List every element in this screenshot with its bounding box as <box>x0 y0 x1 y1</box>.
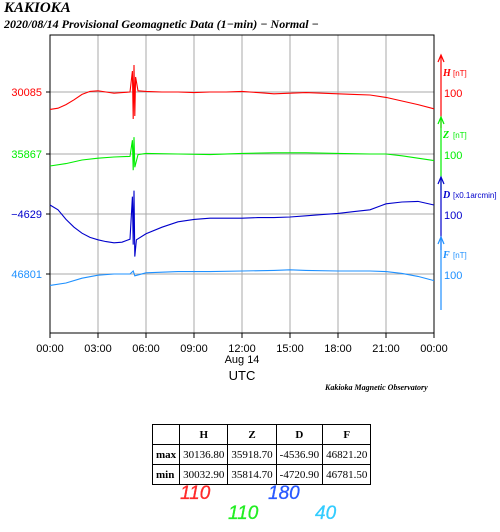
series-name: F <box>442 250 450 261</box>
series-unit: [nT] <box>453 251 467 260</box>
x-tick-label: 00:00 <box>420 343 448 355</box>
range-z: 110 <box>228 503 259 524</box>
series-scale-label: 100 <box>444 210 462 222</box>
series-scale-label: 100 <box>444 88 462 100</box>
x-tick-label: 21:00 <box>372 343 400 355</box>
magnetogram-chart: 00:00 03:00 06:00 09:00 12:00 15:00 18:00 21:00… <box>11 34 497 383</box>
series-line-h <box>49 64 435 120</box>
axes <box>46 34 445 338</box>
grid <box>50 35 434 333</box>
chart-labels: 00:00 03:00 06:00 09:00 12:00 15:00 18:00 21:00… <box>11 68 496 383</box>
x-tick-label: 12:00 <box>228 343 256 355</box>
table-header-row: H Z D F <box>151 424 372 445</box>
table-header-cell <box>151 424 181 445</box>
table-cell: 30032.90 <box>179 464 229 485</box>
table-cell: 30136.80 <box>179 444 229 465</box>
table-header-cell: Z <box>227 424 277 445</box>
row-label: max <box>151 444 181 465</box>
series-unit: [nT] <box>453 131 467 140</box>
series-name: Z <box>442 130 449 141</box>
station-title: KAKIOKA <box>4 0 71 16</box>
series-unit: [nT] <box>453 69 467 78</box>
table-row: min 30032.90 35814.70 -4720.90 46781.50 <box>151 464 372 485</box>
row-label: min <box>151 464 181 485</box>
x-tick-label: 00:00 <box>36 343 64 355</box>
x-axis-label: UTC <box>229 368 256 383</box>
series-lines <box>49 64 435 286</box>
table-header-cell: D <box>275 424 324 445</box>
table-cell: -4536.90 <box>275 444 324 465</box>
table-header-cell: H <box>179 424 229 445</box>
base-value-label: 35867 <box>11 149 42 161</box>
table-cell: 46821.20 <box>322 444 372 465</box>
observatory-credit: Kakioka Magnetic Observatory <box>325 383 428 392</box>
date-label: Aug 14 <box>225 354 260 366</box>
scale-arrow <box>437 235 445 245</box>
scale-arrow <box>437 175 445 185</box>
min-max-table: H Z D F max 30136.80 35918.70 -4536.90 4… <box>151 424 372 485</box>
base-value-label: 46801 <box>11 269 42 281</box>
scale-arrow <box>437 53 445 63</box>
series-name: D <box>442 190 450 201</box>
series-scale-label: 100 <box>444 270 462 282</box>
base-value-label: −4629 <box>11 209 42 221</box>
series-scale-label: 100 <box>444 150 462 162</box>
table-cell: 35918.70 <box>227 444 277 465</box>
x-tick-label: 09:00 <box>180 343 208 355</box>
x-tick-label: 18:00 <box>324 343 352 355</box>
range-f: 40 <box>315 503 337 524</box>
table-row: max 30136.80 35918.70 -4536.90 46821.20 <box>151 444 372 465</box>
series-name: H <box>442 68 452 79</box>
table-cell: -4720.90 <box>275 464 324 485</box>
table-cell: 35814.70 <box>227 464 277 485</box>
x-tick-label: 15:00 <box>276 343 304 355</box>
table-cell: 46781.50 <box>322 464 372 485</box>
chart-subtitle: 2020/08/14 Provisional Geomagnetic Data … <box>4 17 319 31</box>
range-h: 110 <box>180 483 211 504</box>
series-line-d <box>49 190 435 257</box>
x-tick-label: 06:00 <box>132 343 160 355</box>
series-line-f <box>49 269 435 286</box>
range-d: 180 <box>268 483 300 504</box>
x-tick-label: 03:00 <box>84 343 112 355</box>
scale-arrow <box>437 115 445 125</box>
table-header-cell: F <box>322 424 372 445</box>
series-unit: [x0.1arcmin] <box>453 191 497 200</box>
series-line-z <box>49 137 435 171</box>
base-value-label: 30085 <box>11 87 42 99</box>
